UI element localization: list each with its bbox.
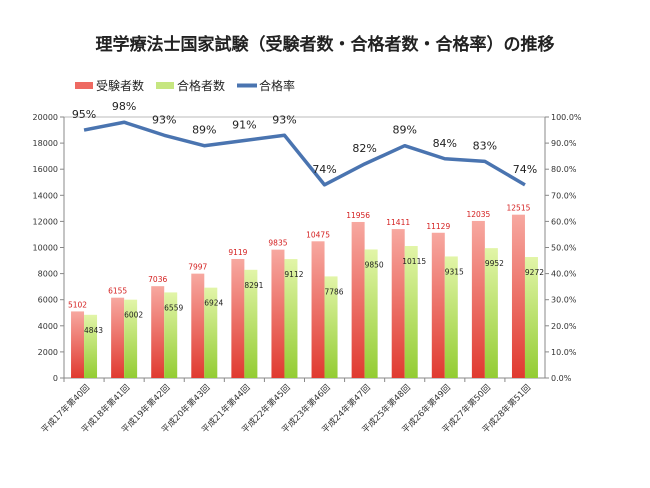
data-label-examinees: 10475 <box>306 230 330 239</box>
y2-tick-label: 50.0% <box>551 244 577 253</box>
bar-examinees <box>231 258 245 378</box>
y-tick-label: 0 <box>53 374 58 383</box>
y-tick-label: 10000 <box>33 244 58 253</box>
data-label-examinees: 7997 <box>188 263 207 272</box>
data-label-examinees: 11129 <box>426 222 450 231</box>
data-label-passers: 10115 <box>402 257 426 266</box>
y2-tick-label: 30.0% <box>551 296 577 305</box>
data-label-passers: 9112 <box>284 270 303 279</box>
data-label-pass-rate: 74% <box>513 163 537 176</box>
bar-passers <box>164 292 178 378</box>
y-tick-label: 6000 <box>38 296 58 305</box>
data-label-passers: 6559 <box>164 303 183 312</box>
bar-examinees <box>471 220 485 378</box>
y2-tick-label: 40.0% <box>551 270 577 279</box>
y-tick-label: 16000 <box>33 165 58 174</box>
data-label-examinees: 6155 <box>108 287 127 296</box>
data-label-examinees: 5102 <box>68 300 87 309</box>
data-label-pass-rate: 84% <box>433 137 457 150</box>
data-label-pass-rate: 95% <box>72 108 96 121</box>
data-label-passers: 7786 <box>324 287 343 296</box>
y2-tick-label: 90.0% <box>551 139 577 148</box>
data-label-examinees: 11411 <box>386 218 410 227</box>
y-tick-label: 12000 <box>33 217 58 226</box>
data-label-pass-rate: 91% <box>232 118 256 131</box>
bar-examinees <box>391 229 405 378</box>
data-label-passers: 6002 <box>124 311 143 320</box>
data-label-examinees: 9119 <box>228 248 247 257</box>
bar-examinees <box>271 249 285 378</box>
legend-swatch-passers <box>156 82 174 89</box>
bar-passers <box>124 299 138 378</box>
y-tick-label: 18000 <box>33 139 58 148</box>
bar-examinees <box>151 286 165 378</box>
legend-label-pass-rate: 合格率 <box>259 78 295 93</box>
data-label-pass-rate: 74% <box>312 163 336 176</box>
data-label-examinees: 7036 <box>148 275 167 284</box>
line-pass-rate <box>83 120 526 187</box>
bar-passers <box>364 249 378 378</box>
y-tick-label: 2000 <box>38 348 58 357</box>
y2-tick-label: 80.0% <box>551 165 577 174</box>
bar-examinees <box>111 297 125 378</box>
data-label-pass-rate: 93% <box>272 113 296 126</box>
data-label-pass-rate: 89% <box>392 124 416 137</box>
bar-passers <box>244 269 258 378</box>
bar-examinees <box>191 273 205 378</box>
data-label-examinees: 12035 <box>466 210 490 219</box>
y2-tick-label: 0.0% <box>551 374 572 383</box>
bar-examinees <box>351 221 365 378</box>
data-label-passers: 9315 <box>445 267 464 276</box>
bar-examinees <box>71 311 85 378</box>
bar-examinees <box>311 241 325 378</box>
bar-passers <box>204 287 218 378</box>
y2-tick-label: 10.0% <box>551 348 577 357</box>
bar-passers <box>524 257 538 378</box>
data-label-examinees: 12515 <box>507 204 531 213</box>
chart-title: 理学療法士国家試験（受験者数・合格者数・合格率）の推移 <box>96 34 555 55</box>
y-tick-label: 14000 <box>33 191 58 200</box>
data-label-examinees: 9835 <box>268 239 287 248</box>
data-label-pass-rate: 93% <box>152 113 176 126</box>
y-tick-label: 8000 <box>38 270 58 279</box>
y-tick-label: 4000 <box>38 322 58 331</box>
bar-passers <box>404 245 418 378</box>
y2-tick-label: 20.0% <box>551 322 577 331</box>
legend-label-examinees: 受験者数 <box>96 78 144 93</box>
bar-passers <box>484 248 498 378</box>
bar-examinees <box>511 214 525 378</box>
data-label-examinees: 11956 <box>346 211 370 220</box>
data-label-pass-rate: 98% <box>112 100 136 113</box>
bar-passers <box>444 256 458 378</box>
y2-tick-label: 70.0% <box>551 191 577 200</box>
data-label-passers: 6924 <box>204 299 223 308</box>
data-label-passers: 9850 <box>365 260 384 269</box>
legend-swatch-examinees <box>75 82 93 89</box>
data-label-passers: 4843 <box>84 326 103 335</box>
data-label-pass-rate: 82% <box>352 142 376 155</box>
bar-passers <box>284 259 298 378</box>
data-label-passers: 9272 <box>525 268 544 277</box>
data-label-passers: 8291 <box>244 281 263 290</box>
data-label-passers: 9952 <box>485 259 504 268</box>
legend-label-passers: 合格者数 <box>177 78 225 93</box>
data-label-pass-rate: 83% <box>473 139 497 152</box>
data-label-pass-rate: 89% <box>192 124 216 137</box>
bar-examinees <box>431 232 445 378</box>
y-tick-label: 20000 <box>33 113 58 122</box>
y2-tick-label: 60.0% <box>551 217 577 226</box>
bar-passers <box>84 314 98 378</box>
bar-passers <box>324 276 338 378</box>
y2-tick-label: 100.0% <box>551 113 582 122</box>
